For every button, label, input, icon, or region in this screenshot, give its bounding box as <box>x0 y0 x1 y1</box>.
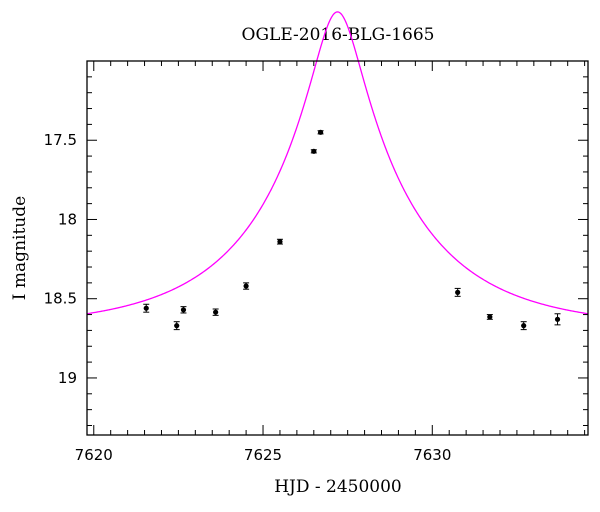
data-point <box>143 305 149 311</box>
data-point <box>277 239 283 245</box>
data-point <box>174 323 180 329</box>
data-point <box>213 309 219 315</box>
chart-title: OGLE-2016-BLG-1665 <box>242 25 435 45</box>
y-tick-label: 19 <box>58 369 77 387</box>
x-tick-label: 7625 <box>244 446 282 464</box>
x-tick-labels: 7620 7625 7630 <box>75 446 452 464</box>
data-points <box>143 129 561 331</box>
axis-ticks <box>87 60 588 435</box>
data-point <box>455 289 461 295</box>
x-tick-label: 7630 <box>413 446 451 464</box>
model-curve-layer <box>86 11 589 315</box>
model-curve <box>86 11 589 315</box>
y-tick-label: 18.5 <box>44 290 77 308</box>
y-tick-label: 18 <box>58 210 77 228</box>
data-point <box>521 323 527 329</box>
data-point <box>311 148 317 154</box>
plot-frame <box>86 60 589 436</box>
data-point <box>317 129 324 135</box>
data-point <box>243 283 249 289</box>
y-axis-label: I magnitude <box>10 196 30 300</box>
data-point <box>487 314 493 320</box>
x-tick-label: 7620 <box>75 446 113 464</box>
y-tick-label: 17.5 <box>44 131 77 149</box>
x-axis-label: HJD - 2450000 <box>274 477 402 497</box>
data-point <box>554 316 561 322</box>
y-tick-labels: 17.5 18 18.5 19 <box>44 131 77 387</box>
data-point <box>180 307 187 313</box>
